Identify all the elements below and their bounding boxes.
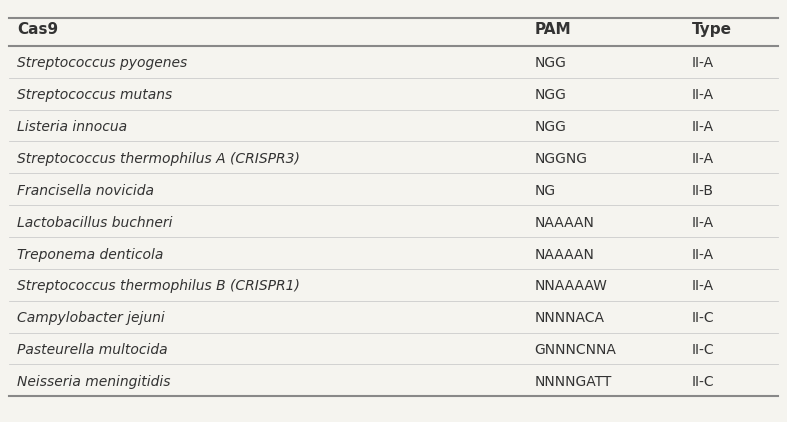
Text: Lactobacillus buchneri: Lactobacillus buchneri [17,216,172,230]
Text: Treponema denticola: Treponema denticola [17,248,164,262]
Text: II-C: II-C [692,343,714,357]
Text: NGGNG: NGGNG [534,152,588,166]
Text: Streptococcus mutans: Streptococcus mutans [17,88,172,102]
Text: II-A: II-A [692,88,714,102]
Text: II-A: II-A [692,248,714,262]
Text: NAAAAN: NAAAAN [534,216,594,230]
Text: NGG: NGG [534,57,567,70]
Text: NNNNGATT: NNNNGATT [534,375,612,389]
Text: Streptococcus pyogenes: Streptococcus pyogenes [17,57,187,70]
Text: II-C: II-C [692,375,714,389]
Text: Type: Type [692,22,731,38]
Text: II-C: II-C [692,311,714,325]
Text: PAM: PAM [534,22,571,38]
Text: Neisseria meningitidis: Neisseria meningitidis [17,375,171,389]
Text: NGG: NGG [534,88,567,102]
Text: GNNNCNNA: GNNNCNNA [534,343,616,357]
Text: Streptococcus thermophilus B (CRISPR1): Streptococcus thermophilus B (CRISPR1) [17,279,300,293]
Text: II-A: II-A [692,279,714,293]
Text: Listeria innocua: Listeria innocua [17,120,127,134]
Text: NG: NG [534,184,556,198]
Text: NNNNACA: NNNNACA [534,311,604,325]
Text: Cas9: Cas9 [17,22,58,38]
Text: II-A: II-A [692,57,714,70]
Text: II-A: II-A [692,216,714,230]
Text: NAAAAN: NAAAAN [534,248,594,262]
Text: II-A: II-A [692,120,714,134]
Text: II-A: II-A [692,152,714,166]
Text: Campylobacter jejuni: Campylobacter jejuni [17,311,164,325]
Text: II-B: II-B [692,184,714,198]
Text: Francisella novicida: Francisella novicida [17,184,154,198]
Text: Streptococcus thermophilus A (CRISPR3): Streptococcus thermophilus A (CRISPR3) [17,152,300,166]
Text: Pasteurella multocida: Pasteurella multocida [17,343,168,357]
Text: NGG: NGG [534,120,567,134]
Text: NNAAAAW: NNAAAAW [534,279,608,293]
